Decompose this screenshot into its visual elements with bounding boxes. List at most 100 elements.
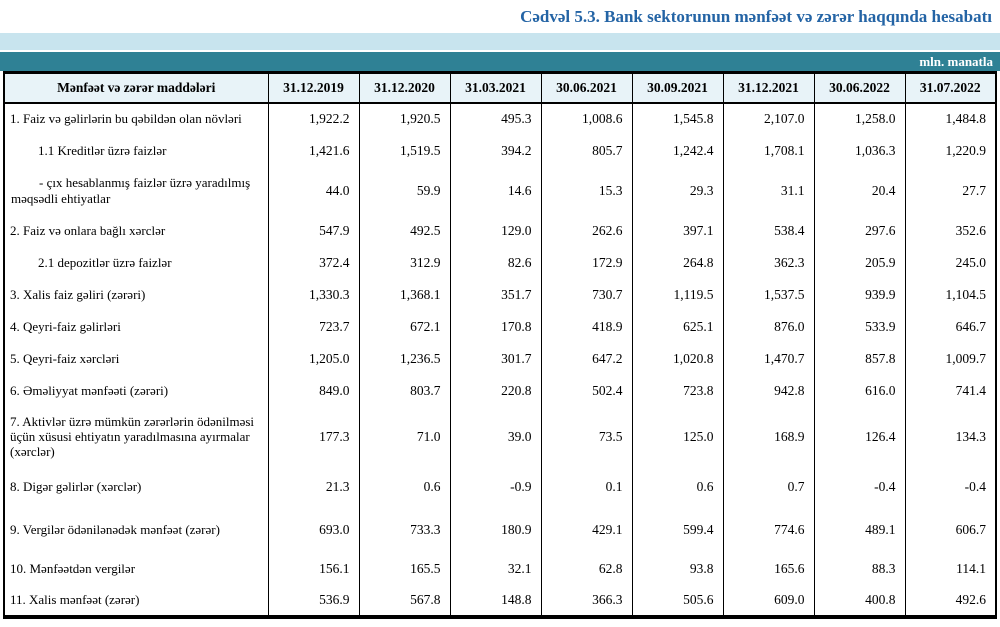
row-label: 9. Vergilər ödənilənədək mənfəət (zərər) (3, 506, 269, 553)
table-row: 2.1 depozitlər üzrə faizlər 372.4 312.9 82.… (3, 246, 997, 279)
cell-value: -0.4 (904, 466, 997, 507)
cell-value: 1,036.3 (813, 134, 906, 167)
cell-value: 73.5 (540, 406, 633, 467)
table-row: 2. Faiz və onlara bağlı xərclər 547.9 492.… (3, 214, 997, 247)
column-header: 30.06.2022 (813, 72, 906, 104)
row-label: 2. Faiz və onlara bağlı xərclər (3, 214, 269, 247)
cell-value: 59.9 (358, 166, 451, 215)
cell-value: 1,205.0 (267, 342, 360, 375)
column-header: 31.12.2021 (722, 72, 815, 104)
cell-value: 876.0 (722, 310, 815, 343)
cell-value: 362.3 (722, 246, 815, 279)
column-header: 30.06.2021 (540, 72, 633, 104)
cell-value: 15.3 (540, 166, 633, 215)
cell-value: 21.3 (267, 466, 360, 507)
cell-value: 20.4 (813, 166, 906, 215)
cell-value: 245.0 (904, 246, 997, 279)
cell-value: 352.6 (904, 214, 997, 247)
cell-value: 0.6 (631, 466, 724, 507)
cell-value: 262.6 (540, 214, 633, 247)
cell-value: 774.6 (722, 506, 815, 553)
cell-value: 205.9 (813, 246, 906, 279)
row-label: 6. Əməliyyat mənfəəti (zərəri) (3, 374, 269, 407)
cell-value: 647.2 (540, 342, 633, 375)
cell-value: 1,421.6 (267, 134, 360, 167)
row-label: 1. Faiz və gəlirlərin bu qəbildən olan n… (3, 102, 269, 135)
cell-value: 172.9 (540, 246, 633, 279)
cell-value: 366.3 (540, 584, 633, 617)
cell-value: 849.0 (267, 374, 360, 407)
cell-value: 394.2 (449, 134, 542, 167)
table-row: 11. Xalis mənfəət (zərər) 536.9 567.8 148.8… (3, 584, 997, 617)
cell-value: 129.0 (449, 214, 542, 247)
cell-value: 1,922.2 (267, 102, 360, 135)
cell-value: 495.3 (449, 102, 542, 135)
decorative-band-light (0, 33, 1000, 50)
cell-value: 1,104.5 (904, 278, 997, 311)
cell-value: 616.0 (813, 374, 906, 407)
cell-value: 1,220.9 (904, 134, 997, 167)
cell-value: 625.1 (631, 310, 724, 343)
cell-value: 14.6 (449, 166, 542, 215)
unit-band: mln. manatla (0, 52, 1000, 71)
column-header: 31.07.2022 (904, 72, 997, 104)
cell-value: 62.8 (540, 552, 633, 585)
cell-value: 180.9 (449, 506, 542, 553)
cell-value: 165.6 (722, 552, 815, 585)
row-label: - çıx hesablanmış faizlər üzrə yaradılmı… (3, 166, 269, 215)
cell-value: 1,470.7 (722, 342, 815, 375)
cell-value: 165.5 (358, 552, 451, 585)
unit-label: mln. manatla (919, 54, 993, 69)
cell-value: 805.7 (540, 134, 633, 167)
cell-value: 939.9 (813, 278, 906, 311)
cell-value: 1,330.3 (267, 278, 360, 311)
header-label: Mənfəət və zərər maddələri (3, 72, 269, 104)
cell-value: -0.4 (813, 466, 906, 507)
cell-value: 741.4 (904, 374, 997, 407)
cell-value: 1,020.8 (631, 342, 724, 375)
cell-value: 418.9 (540, 310, 633, 343)
row-label: 2.1 depozitlər üzrə faizlər (3, 246, 269, 279)
cell-value: 1,920.5 (358, 102, 451, 135)
cell-value: 32.1 (449, 552, 542, 585)
cell-value: 1,368.1 (358, 278, 451, 311)
cell-value: 1,236.5 (358, 342, 451, 375)
cell-value: 125.0 (631, 406, 724, 467)
cell-value: 372.4 (267, 246, 360, 279)
cell-value: 297.6 (813, 214, 906, 247)
cell-value: 1,258.0 (813, 102, 906, 135)
cell-value: 31.1 (722, 166, 815, 215)
cell-value: 2,107.0 (722, 102, 815, 135)
cell-value: 82.6 (449, 246, 542, 279)
cell-value: 942.8 (722, 374, 815, 407)
table-row: 1.1 Kreditlər üzrə faizlər 1,421.6 1,519.5… (3, 134, 997, 167)
row-label: 11. Xalis mənfəət (zərər) (3, 584, 269, 617)
cell-value: 489.1 (813, 506, 906, 553)
cell-value: 1,119.5 (631, 278, 724, 311)
cell-value: 1,708.1 (722, 134, 815, 167)
cell-value: 857.8 (813, 342, 906, 375)
cell-value: 400.8 (813, 584, 906, 617)
cell-value: 492.6 (904, 584, 997, 617)
header-row: Mənfəət və zərər maddələri 31.12.2019 31.… (3, 72, 997, 104)
cell-value: 177.3 (267, 406, 360, 467)
cell-value: 1,537.5 (722, 278, 815, 311)
cell-value: 168.9 (722, 406, 815, 467)
column-header: 30.09.2021 (631, 72, 724, 104)
cell-value: 312.9 (358, 246, 451, 279)
cell-value: 1,009.7 (904, 342, 997, 375)
cell-value: 148.8 (449, 584, 542, 617)
cell-value: 609.0 (722, 584, 815, 617)
cell-value: 723.7 (267, 310, 360, 343)
table-row: 6. Əməliyyat mənfəəti (zərəri) 849.0 803.7… (3, 374, 997, 407)
cell-value: -0.9 (449, 466, 542, 507)
cell-value: 606.7 (904, 506, 997, 553)
cell-value: 1,008.6 (540, 102, 633, 135)
cell-value: 220.8 (449, 374, 542, 407)
cell-value: 264.8 (631, 246, 724, 279)
cell-value: 1,242.4 (631, 134, 724, 167)
cell-value: 505.6 (631, 584, 724, 617)
cell-value: 730.7 (540, 278, 633, 311)
cell-value: 646.7 (904, 310, 997, 343)
table-row: 5. Qeyri-faiz xərcləri 1,205.0 1,236.5 301.… (3, 342, 997, 375)
